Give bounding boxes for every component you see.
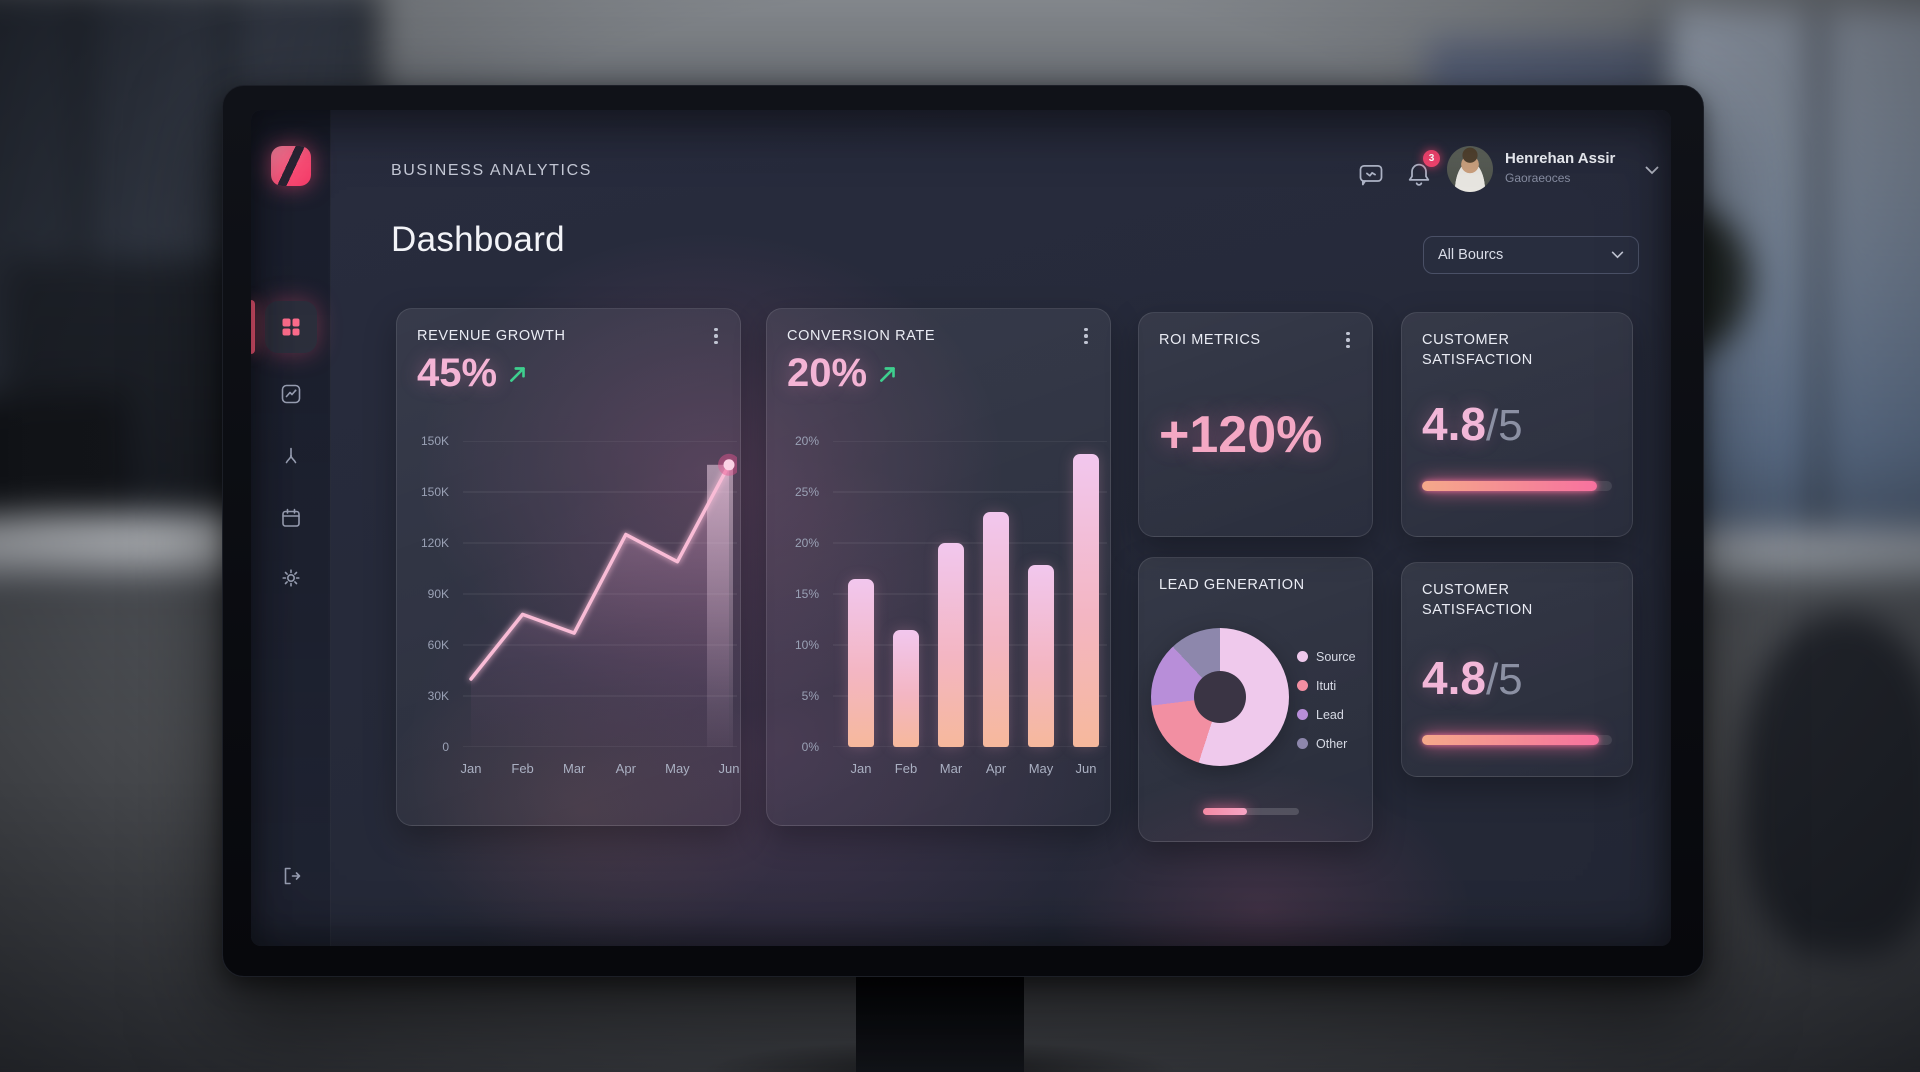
satisfaction-progress-track: [1422, 481, 1612, 491]
card-title: CONVERSION RATE: [787, 328, 936, 344]
lead-footer-progress-track: [1203, 808, 1299, 815]
bar-jun: [1073, 454, 1099, 747]
active-nav-indicator: [251, 300, 255, 354]
card-revenue-growth: REVENUE GROWTH 45% 150K 150K 120K 90K 60K 30K…: [396, 308, 741, 826]
legend-item: Ituti: [1297, 671, 1356, 700]
metric-value: 45%: [417, 351, 498, 395]
card-menu-button[interactable]: [1338, 329, 1358, 351]
filter-value: All Bourcs: [1438, 247, 1504, 263]
bar-feb: [893, 629, 919, 747]
x-axis-labels: Jan Feb Mar Apr May Jun: [460, 761, 740, 776]
sidebar-item-calendar[interactable]: [265, 492, 317, 544]
calendar-icon: [282, 508, 300, 527]
legend-item: Other: [1297, 729, 1356, 758]
metric-value: +120%: [1159, 406, 1323, 464]
donut-legend: Source Ituti Lead Other: [1297, 642, 1356, 758]
bell-icon: [1408, 163, 1430, 186]
score-denominator: /5: [1485, 401, 1523, 450]
card-title: LEAD GENERATION: [1159, 577, 1305, 593]
x-axis-labels: Jan Feb Mar Apr May Jun: [850, 761, 1097, 776]
bar-mar: [938, 543, 964, 747]
bar-may: [1028, 565, 1054, 747]
route-icon: [285, 447, 297, 464]
card-lead-generation: LEAD GENERATION Source Ituti Lead Other: [1138, 557, 1373, 842]
score-value: 4.8: [1422, 652, 1486, 704]
dashboard-app: BUSINESS ANALYTICS Dashboard 3 Henrehan …: [251, 110, 1671, 946]
user-subtitle: Gaoraeoces: [1505, 171, 1571, 185]
message-icon: [1359, 164, 1383, 186]
source-filter-dropdown[interactable]: All Bourcs: [1423, 236, 1639, 274]
app-logo-icon[interactable]: [271, 146, 311, 186]
user-menu-button[interactable]: [1645, 162, 1659, 180]
chevron-down-icon: [1645, 166, 1659, 175]
sidebar-item-routes[interactable]: [265, 430, 317, 482]
user-avatar[interactable]: [1447, 146, 1493, 192]
score-denominator: /5: [1485, 655, 1523, 704]
analytics-chart-icon: [281, 384, 301, 404]
sidebar-item-dashboard[interactable]: [265, 301, 317, 353]
donut-hole: [1194, 671, 1246, 723]
trend-up-icon: [880, 366, 895, 382]
monitor-bezel: BUSINESS ANALYTICS Dashboard 3 Henrehan …: [222, 85, 1704, 977]
legend-item: Source: [1297, 642, 1356, 671]
notification-badge: 3: [1423, 150, 1440, 167]
card-title: CUSTOMER SATISFACTION: [1422, 582, 1533, 618]
satisfaction-progress-track: [1422, 735, 1612, 745]
user-name: Henrehan Assir: [1505, 150, 1616, 167]
card-menu-button[interactable]: [706, 325, 726, 347]
logout-icon: [284, 867, 301, 885]
bar-jan: [848, 578, 874, 747]
metric-value: 20%: [787, 351, 868, 395]
conversion-bar-chart: 20% 25% 20% 15% 10% 5% 0%: [783, 434, 1109, 754]
trend-up-icon: [510, 366, 525, 382]
messages-button[interactable]: [1357, 160, 1387, 190]
card-customer-satisfaction-bottom: CUSTOMER SATISFACTION 4.8 /5: [1401, 562, 1633, 777]
lead-donut-chart: [1151, 628, 1289, 766]
card-roi-metrics: ROI METRICS +120%: [1138, 312, 1373, 537]
card-title: ROI METRICS: [1159, 332, 1261, 348]
settings-gear-icon: [282, 569, 300, 587]
sidebar-item-analytics[interactable]: [265, 368, 317, 420]
satisfaction-progress-fill: [1422, 735, 1599, 745]
sidebar: [251, 110, 331, 946]
sidebar-item-logout[interactable]: [265, 850, 317, 902]
legend-item: Lead: [1297, 700, 1356, 729]
page-title: Dashboard: [391, 220, 565, 259]
card-conversion-rate: CONVERSION RATE 20% 20% 25% 20% 15% 10% 5% 0% …: [766, 308, 1111, 826]
notifications-button[interactable]: [1405, 160, 1435, 190]
card-title: CUSTOMER SATISFACTION: [1422, 332, 1533, 368]
lead-footer-progress-fill: [1203, 808, 1248, 815]
bar-apr: [983, 512, 1009, 747]
score-value: 4.8: [1422, 398, 1486, 450]
sidebar-item-settings[interactable]: [265, 552, 317, 604]
brand-title: BUSINESS ANALYTICS: [391, 162, 593, 179]
dashboard-grid-icon: [282, 318, 300, 336]
chevron-down-icon: [1611, 251, 1624, 259]
card-customer-satisfaction-top: CUSTOMER SATISFACTION 4.8 /5: [1401, 312, 1633, 537]
card-title: REVENUE GROWTH: [417, 328, 566, 344]
monitor-stand: [856, 962, 1024, 1072]
satisfaction-progress-fill: [1422, 481, 1597, 491]
card-menu-button[interactable]: [1076, 325, 1096, 347]
revenue-line-chart: 150K 150K 120K 90K 60K 30K 0: [413, 434, 740, 754]
